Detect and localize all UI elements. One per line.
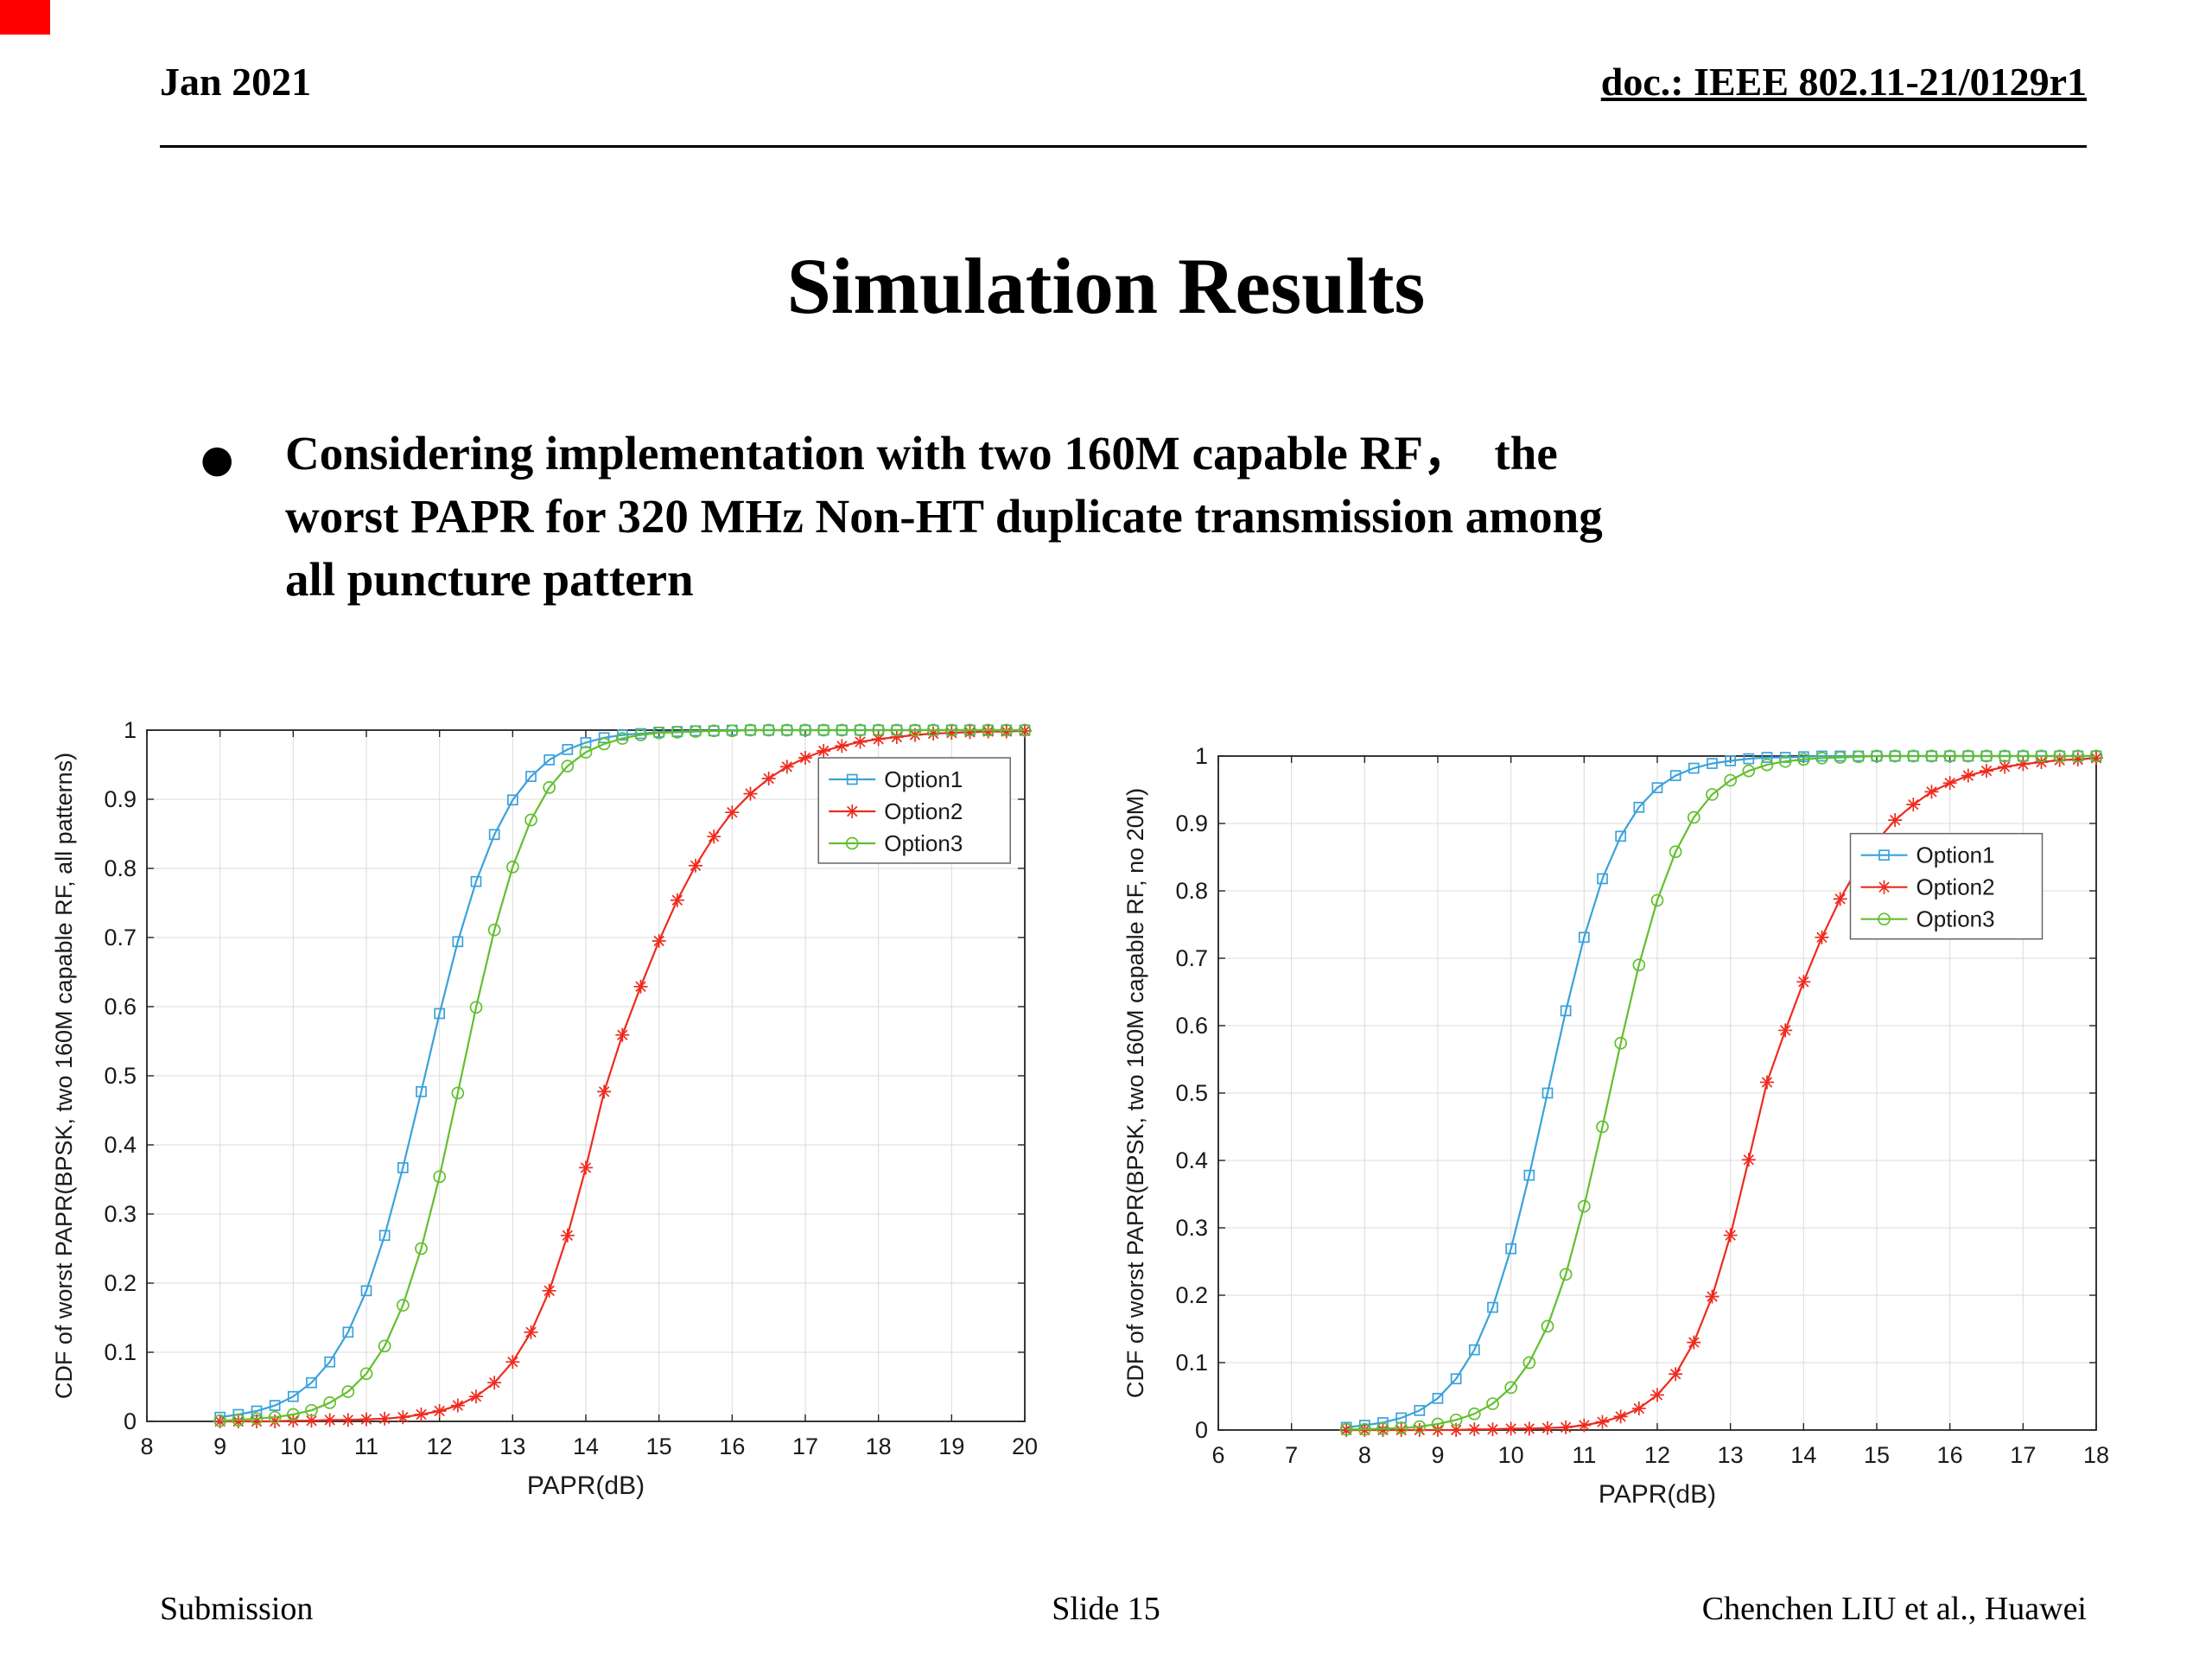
y-axis-label: CDF of worst PAPR(BPSK, two 160M capable… — [1122, 788, 1148, 1398]
x-tick-label: 12 — [1644, 1442, 1670, 1468]
series-option3 — [1339, 749, 2103, 1436]
x-axis-label: PAPR(dB) — [527, 1471, 645, 1500]
x-tick-label: 11 — [354, 1433, 378, 1459]
x-tick-label: 7 — [1285, 1442, 1298, 1468]
x-tick-label: 8 — [1358, 1442, 1371, 1468]
x-tick-label: 18 — [2083, 1442, 2108, 1468]
x-tick-label: 15 — [646, 1433, 672, 1459]
x-tick-label: 13 — [499, 1433, 525, 1459]
right-cdf-chart: 6 7 8 9 10 11 12 13 14 15 16 17 18 0 0.1 0.2 0.3 0.4 0.5 0.… — [1122, 743, 2108, 1509]
x-axis-label: PAPR(dB) — [1599, 1480, 1716, 1509]
footer-submission: Submission — [160, 1591, 314, 1627]
x-tick-label: 19 — [938, 1433, 964, 1459]
y-tick-label: 0.7 — [104, 925, 137, 950]
series-option3 — [213, 723, 1032, 1427]
y-tick-label: 0.5 — [104, 1063, 137, 1089]
legend-label-option2: Option2 — [884, 798, 963, 824]
bullet-line-3: all puncture pattern — [285, 553, 694, 607]
x-tick-label: 14 — [573, 1433, 599, 1459]
y-tick-label: 0.3 — [1175, 1215, 1208, 1241]
y-tick-label: 0.6 — [1175, 1013, 1208, 1039]
y-tick-label: 0.8 — [104, 855, 137, 881]
y-axis-label: CDF of worst PAPR(BPSK, two 160M capable… — [51, 753, 77, 1399]
footer-slide-number: Slide 15 — [1052, 1591, 1160, 1627]
x-tick-label: 6 — [1211, 1442, 1224, 1468]
y-tick-label: 0.9 — [104, 786, 137, 812]
y-tick-label: 0.4 — [1175, 1147, 1208, 1173]
x-tick-label: 18 — [866, 1433, 892, 1459]
x-tick-label: 12 — [427, 1433, 453, 1459]
y-tick-label: 0.8 — [1175, 878, 1208, 904]
corner-marker — [0, 0, 50, 35]
legend: Option1 Option2 Option3 — [817, 757, 1011, 864]
legend: Option1 Option2 Option3 — [1849, 832, 2044, 940]
legend-label-option1: Option1 — [1916, 842, 1995, 868]
left-cdf-chart: 8 9 10 11 12 13 14 15 16 17 18 19 20 0 0.1 0.2 0.3 0.4 0.5… — [51, 717, 1037, 1500]
header-date: Jan 2021 — [160, 60, 312, 104]
header-doc-number: doc.: IEEE 802.11-21/0129r1 — [1600, 60, 2087, 104]
x-tick-label: 20 — [1012, 1433, 1037, 1459]
page-title: Simulation Results — [786, 242, 1426, 330]
bullet-icon: ● — [200, 437, 234, 481]
bullet-line-2: worst PAPR for 320 MHz Non-HT duplicate … — [285, 490, 1603, 543]
y-tick-label: 0.1 — [104, 1339, 137, 1365]
legend-label-option3: Option3 — [884, 830, 963, 856]
footer-authors: Chenchen LIU et al., Huawei — [1701, 1591, 2087, 1627]
bullet-line-1: Considering implementation with two 160M… — [285, 427, 1558, 480]
y-tick-label: 0.3 — [104, 1201, 137, 1227]
y-tick-label: 0.4 — [104, 1132, 137, 1158]
axes: 6 7 8 9 10 11 12 13 14 15 16 17 18 0 0.1 0.2 0.3 0.4 0.5 0.… — [1175, 743, 2108, 1468]
legend-label-option1: Option1 — [884, 766, 963, 792]
y-tick-label: 0.9 — [1175, 810, 1208, 836]
x-tick-label: 15 — [1864, 1442, 1890, 1468]
axes: 8 9 10 11 12 13 14 15 16 17 18 19 20 0 0.1 0.2 0.3 0.4 0.5… — [104, 717, 1037, 1459]
legend-label-option3: Option3 — [1916, 906, 1995, 932]
x-tick-label: 9 — [213, 1433, 226, 1459]
x-tick-label: 16 — [719, 1433, 745, 1459]
x-tick-label: 17 — [2010, 1442, 2036, 1468]
x-tick-label: 9 — [1431, 1442, 1444, 1468]
legend-label-option2: Option2 — [1916, 874, 1995, 900]
y-tick-label: 1 — [124, 717, 137, 743]
y-tick-label: 0.2 — [104, 1270, 137, 1296]
x-tick-label: 11 — [1572, 1442, 1596, 1468]
y-tick-label: 0.1 — [1175, 1350, 1208, 1376]
y-tick-label: 0.2 — [1175, 1282, 1208, 1308]
y-tick-label: 0.5 — [1175, 1080, 1208, 1106]
y-tick-label: 1 — [1195, 743, 1208, 769]
grid — [146, 729, 1026, 1422]
x-tick-label: 13 — [1718, 1442, 1744, 1468]
x-tick-label: 14 — [1790, 1442, 1816, 1468]
header-rule — [160, 145, 2087, 148]
y-tick-label: 0.7 — [1175, 945, 1208, 971]
y-tick-label: 0 — [124, 1408, 137, 1434]
x-tick-label: 8 — [140, 1433, 153, 1459]
y-tick-label: 0 — [1195, 1417, 1208, 1443]
y-tick-label: 0.6 — [104, 994, 137, 1020]
bullet-text: Considering implementation with two 160M… — [285, 422, 1858, 611]
x-tick-label: 17 — [792, 1433, 818, 1459]
x-tick-label: 10 — [1498, 1442, 1524, 1468]
x-tick-label: 16 — [1937, 1442, 1963, 1468]
x-tick-label: 10 — [280, 1433, 306, 1459]
